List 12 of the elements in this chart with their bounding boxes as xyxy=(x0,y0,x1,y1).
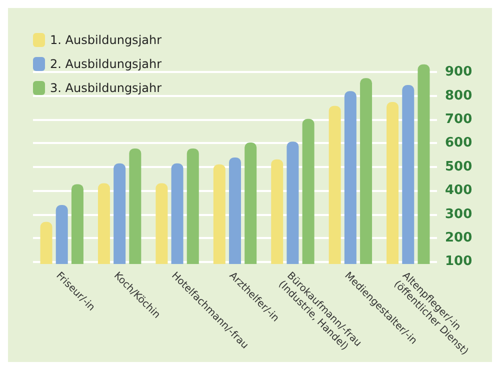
y-tick-label: 700 xyxy=(445,112,472,128)
y-tick-label: 100 xyxy=(445,254,472,270)
y-tick-label: 400 xyxy=(445,183,472,198)
y-tick-label: 800 xyxy=(445,88,472,104)
y-tick-label: 200 xyxy=(445,230,472,246)
legend-label: 1. Ausbildungsjahr xyxy=(50,33,162,47)
y-tick-label: 500 xyxy=(445,159,472,174)
y-tick-label: 300 xyxy=(445,206,472,222)
legend-label: 2. Ausbildungsjahr xyxy=(50,57,162,71)
legend-label: 3. Ausbildungsjahr xyxy=(50,81,162,95)
y-tick-label: 900 xyxy=(445,64,472,80)
y-tick-label: 600 xyxy=(445,136,472,151)
